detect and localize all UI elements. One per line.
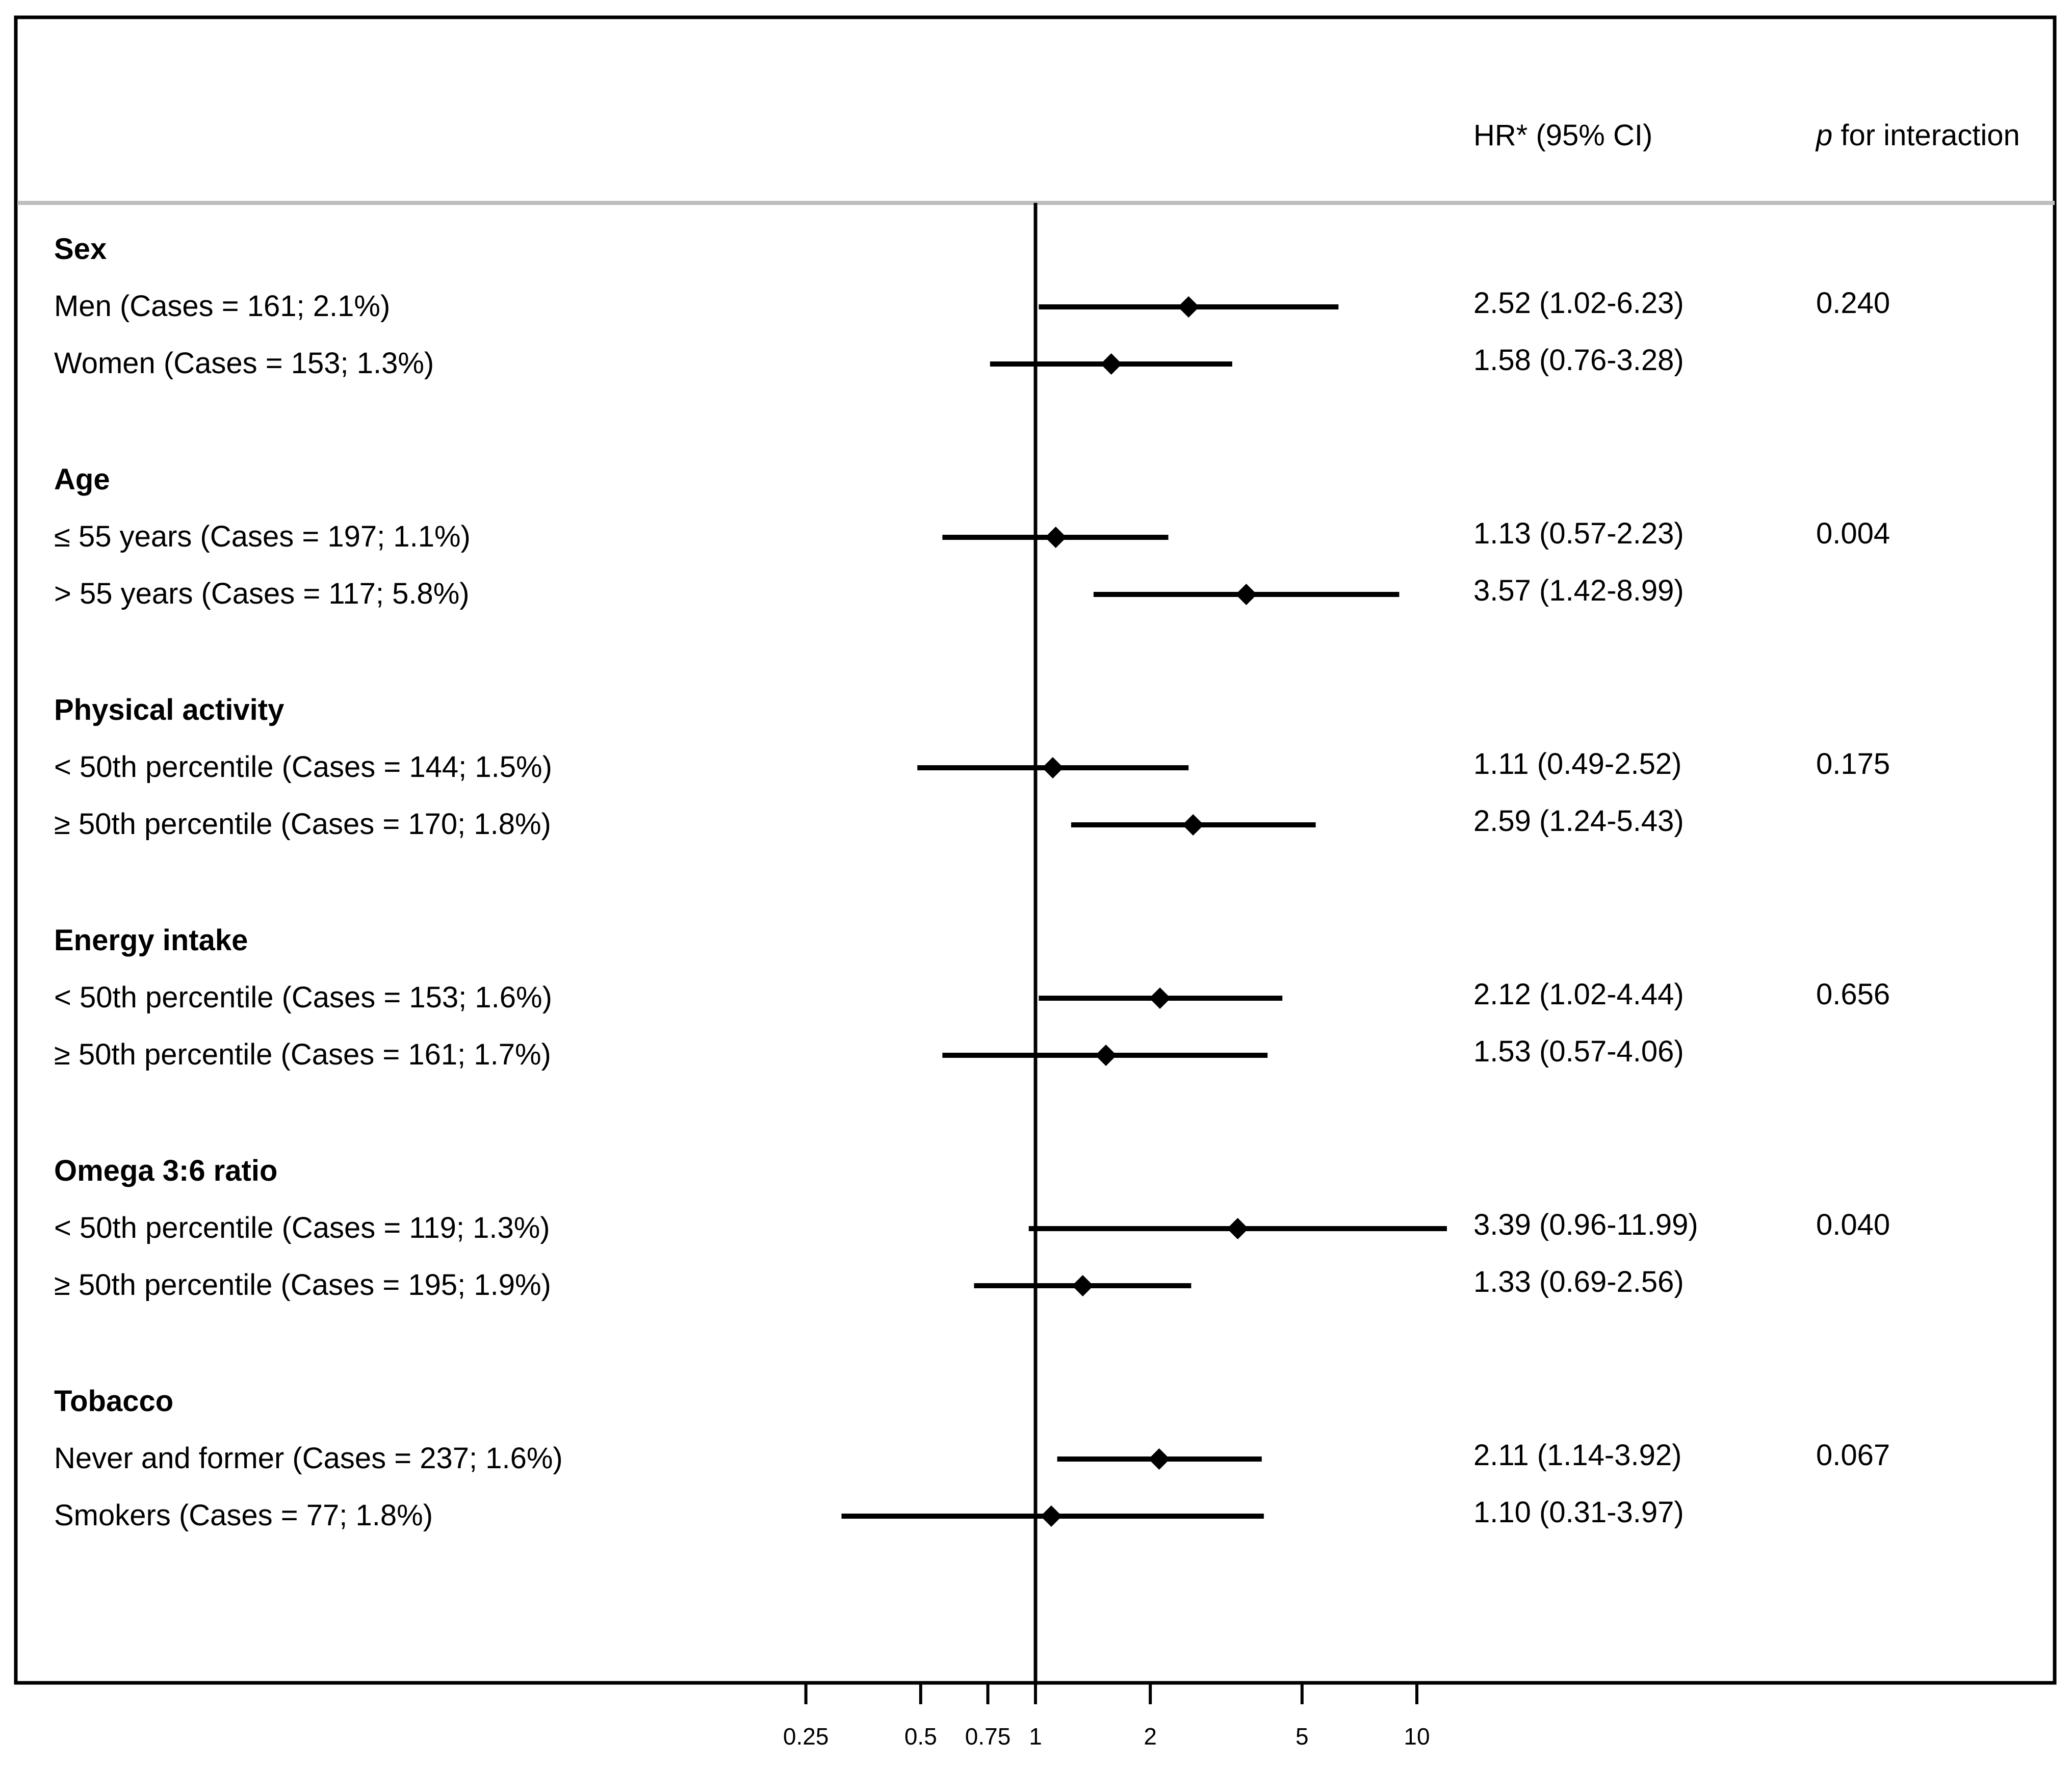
- p-value: 0.656: [1816, 978, 1890, 1011]
- hr-point-marker: [1095, 1045, 1117, 1066]
- hr-point-marker: [1072, 1275, 1094, 1296]
- x-tick-label: 2: [1144, 1723, 1157, 1750]
- row-label: ≥ 50th percentile (Cases = 161; 1.7%): [54, 1038, 551, 1071]
- row-label: ≥ 50th percentile (Cases = 195; 1.9%): [54, 1268, 551, 1302]
- x-tick-label: 10: [1404, 1723, 1430, 1750]
- hr-value: 2.11 (1.14-3.92): [1473, 1439, 1682, 1472]
- p-value: 0.175: [1816, 747, 1890, 781]
- row-label: < 50th percentile (Cases = 144; 1.5%): [54, 750, 552, 784]
- hr-value: 2.59 (1.24-5.43): [1473, 804, 1684, 838]
- x-tick-label: 0.5: [904, 1723, 937, 1750]
- hr-point-marker: [1100, 353, 1122, 375]
- p-symbol: p: [1816, 119, 1833, 152]
- x-tick-label: 5: [1296, 1723, 1309, 1750]
- hr-point-marker: [1040, 1505, 1062, 1527]
- hr-point-marker: [1235, 584, 1257, 605]
- group-label: Physical activity: [54, 693, 284, 726]
- hr-value: 1.58 (0.76-3.28): [1473, 344, 1684, 377]
- row-label: Never and former (Cases = 237; 1.6%): [54, 1442, 563, 1475]
- hr-column-header: HR* (95% CI): [1473, 119, 1653, 152]
- hr-point-marker: [1182, 814, 1204, 836]
- row-label: < 50th percentile (Cases = 153; 1.6%): [54, 981, 552, 1014]
- hr-value: 3.39 (0.96-11.99): [1473, 1208, 1698, 1241]
- row-label: < 50th percentile (Cases = 119; 1.3%): [54, 1211, 550, 1244]
- row-label: ≥ 50th percentile (Cases = 170; 1.8%): [54, 808, 551, 841]
- hr-value: 1.10 (0.31-3.97): [1473, 1496, 1684, 1529]
- hr-point-marker: [1042, 757, 1064, 778]
- row-label: Men (Cases = 161; 2.1%): [54, 290, 391, 323]
- p-interaction-header: p for interaction: [1816, 121, 2020, 150]
- hr-point-marker: [1149, 987, 1171, 1009]
- hr-value: 1.53 (0.57-4.06): [1473, 1035, 1684, 1068]
- hr-value: 1.11 (0.49-2.52): [1473, 747, 1682, 781]
- hr-point-marker: [1178, 296, 1200, 318]
- group-label: Sex: [54, 232, 107, 266]
- x-tick-label: 0.25: [783, 1723, 829, 1750]
- hr-value: 2.12 (1.02-4.44): [1473, 978, 1684, 1011]
- group-label: Energy intake: [54, 924, 248, 957]
- row-label: Women (Cases = 153; 1.3%): [54, 347, 434, 380]
- hr-point-marker: [1227, 1218, 1249, 1239]
- hr-value: 2.52 (1.02-6.23): [1473, 287, 1684, 320]
- group-label: Omega 3:6 ratio: [54, 1154, 278, 1187]
- hr-value: 1.13 (0.57-2.23): [1473, 517, 1684, 550]
- group-label: Age: [54, 463, 110, 496]
- row-label: ≤ 55 years (Cases = 197; 1.1%): [54, 520, 471, 553]
- row-label: > 55 years (Cases = 117; 5.8%): [54, 577, 470, 610]
- p-value: 0.067: [1816, 1439, 1890, 1472]
- row-label: Smokers (Cases = 77; 1.8%): [54, 1499, 433, 1532]
- hr-value: 1.33 (0.69-2.56): [1473, 1265, 1684, 1298]
- p-header-text: for interaction: [1832, 119, 2020, 152]
- group-label: Tobacco: [54, 1385, 174, 1418]
- x-tick-label: 1: [1029, 1723, 1042, 1750]
- hr-point-marker: [1045, 527, 1067, 548]
- p-value: 0.240: [1816, 287, 1890, 320]
- x-tick-label: 0.75: [965, 1723, 1011, 1750]
- p-value: 0.040: [1816, 1208, 1890, 1241]
- hr-point-marker: [1148, 1448, 1170, 1470]
- p-value: 0.004: [1816, 517, 1890, 550]
- hr-value: 3.57 (1.42-8.99): [1473, 574, 1684, 607]
